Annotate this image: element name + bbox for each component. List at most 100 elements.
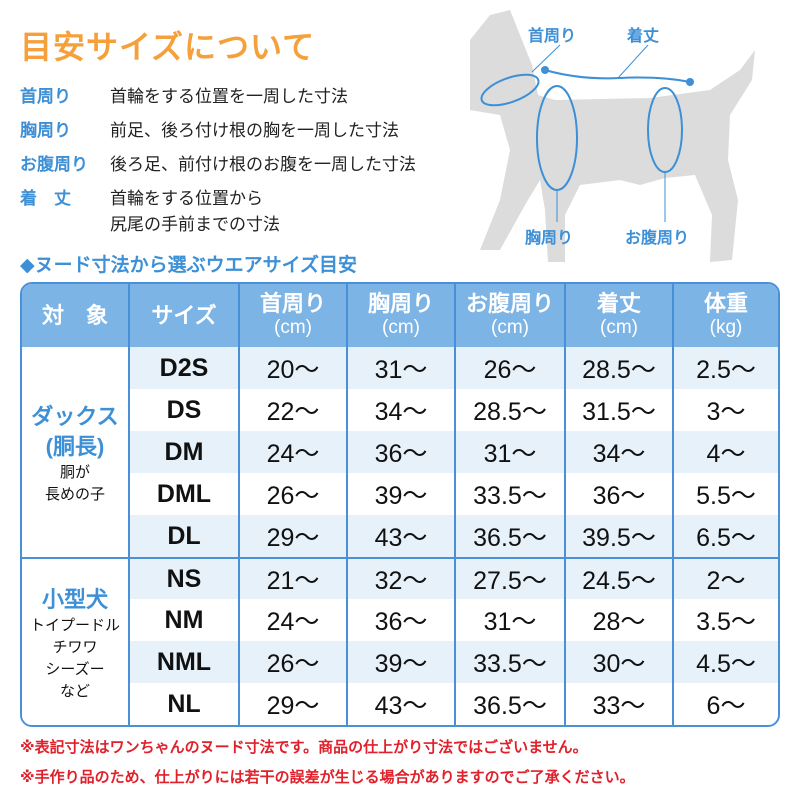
value-cell: 31〜 <box>348 347 456 389</box>
header-cell: 対 象 <box>22 284 130 347</box>
note-1: ※表記寸法はワンちゃんのヌード寸法です。商品の仕上がり寸法ではございません。 <box>20 738 588 756</box>
label-belly: お腹周り <box>625 228 690 247</box>
value-cell: 2.5〜 <box>674 347 778 389</box>
table-row: DS 22〜 34〜 28.5〜 31.5〜 3〜 <box>22 389 778 431</box>
header-unit: (cm) <box>382 316 420 338</box>
header-label: お腹周り <box>465 290 554 316</box>
value-cell: 39.5〜 <box>566 515 674 557</box>
size-cell: NS <box>130 557 240 599</box>
value-cell: 39〜 <box>348 473 456 515</box>
definition-chest: 胸周り 前足、後ろ付け根の胸を一周した寸法 <box>20 114 416 148</box>
group-desc3: シーズー <box>45 661 105 678</box>
header-cell: サイズ <box>130 284 240 347</box>
desc: 首輪をする位置を一周した寸法 <box>110 87 348 107</box>
group-desc: トイプードル <box>29 617 120 634</box>
value-cell: 24〜 <box>240 431 348 473</box>
value-cell: 31〜 <box>456 431 566 473</box>
definitions: 首周り 首輪をする位置を一周した寸法 胸周り 前足、後ろ付け根の胸を一周した寸法 お… <box>20 80 416 242</box>
group-desc2: チワワ <box>52 639 98 656</box>
value-cell: 36〜 <box>566 473 674 515</box>
value-cell: 28.5〜 <box>456 389 566 431</box>
header-cell: お腹周り (cm) <box>456 284 566 347</box>
value-cell: 6.5〜 <box>674 515 778 557</box>
value-cell: 33.5〜 <box>456 641 566 683</box>
definition-belly: お腹周り 後ろ足、前付け根のお腹を一周した寸法 <box>20 148 416 182</box>
value-cell: 21〜 <box>240 557 348 599</box>
value-cell: 5.5〜 <box>696 482 756 510</box>
table-row: DL 29〜 43〜 36.5〜 39.5〜 6.5〜 <box>22 515 778 557</box>
value-cell: 6〜 <box>706 692 746 720</box>
size-cell: DL <box>130 515 240 557</box>
size-cell: DML <box>130 473 240 515</box>
section-subtitle: ◆ヌード寸法から選ぶウエアサイズ目安 <box>20 254 358 276</box>
label-neck: 首周り <box>528 26 577 45</box>
size-cell: NM <box>130 599 240 641</box>
header-unit: (cm) <box>491 316 529 338</box>
value-cell: 26〜 <box>240 641 348 683</box>
value-cell: 28.5〜 <box>566 347 674 389</box>
group-cell: ダックス (胴長) 胴が 長めの子 <box>22 347 130 557</box>
size-table: 対 象サイズ 首周り (cm) 胸周り (cm) お腹周り (cm) 着丈 (cm) 体重 (kg)… <box>20 282 780 727</box>
value-cell: 29〜 <box>240 683 348 725</box>
value-cell: 31〜 <box>456 599 566 641</box>
value-cell: 34〜 <box>566 431 674 473</box>
header-unit: (kg) <box>709 316 743 338</box>
value-cell: 22〜 <box>240 389 348 431</box>
term: 胸周り <box>20 121 71 141</box>
header-label: 体重 <box>703 290 748 316</box>
value-cell: 24〜 <box>240 599 348 641</box>
value-cell: 34〜 <box>348 389 456 431</box>
size-cell: NML <box>130 641 240 683</box>
size-cell: DM <box>130 431 240 473</box>
value-cell: 3〜 <box>706 398 746 426</box>
value-cell: 31.5〜 <box>566 389 674 431</box>
header-label: サイズ <box>151 302 217 328</box>
value-cell: 30〜 <box>566 641 674 683</box>
value-cell: 36.5〜 <box>456 515 566 557</box>
dog-diagram: 首周り 着丈 胸周り お腹周り <box>470 0 800 280</box>
desc: 首輪をする位置から <box>110 189 263 209</box>
size-cell: D2S <box>130 347 240 389</box>
group-desc4: など <box>59 683 90 700</box>
definition-neck: 首周り 首輪をする位置を一周した寸法 <box>20 80 416 114</box>
header-cell: 体重 (kg) <box>674 284 778 347</box>
group-cell: 小型犬トイプードル チワワシーズーなど <box>22 557 130 725</box>
header-unit: (cm) <box>274 316 312 338</box>
value-cell: 24.5〜 <box>566 557 674 599</box>
term: お腹周り <box>20 155 88 175</box>
value-cell: 2〜 <box>674 557 778 599</box>
table-row: ダックス (胴長) 胴が 長めの子 D2S 20〜 31〜 26〜 28.5〜 2.5〜 <box>22 347 778 557</box>
desc: 前足、後ろ付け根の胸を一周した寸法 <box>110 121 399 141</box>
header-unit: (cm) <box>600 316 638 338</box>
value-cell: 4.5〜 <box>674 641 778 683</box>
value-cell: 39〜 <box>348 641 456 683</box>
page-title: 目安サイズについて <box>20 28 316 66</box>
dog-silhouette-icon <box>470 10 755 262</box>
header-label: 対 象 <box>41 302 108 328</box>
group-name2: (胴長) <box>45 434 105 459</box>
term: 着 丈 <box>20 189 71 209</box>
value-cell: 32〜 <box>348 557 456 599</box>
value-cell: 4〜 <box>674 431 778 473</box>
value-cell: 3.5〜 <box>696 608 756 636</box>
label-chest: 胸周り <box>525 228 574 247</box>
note-2: ※手作り品のため、仕上がりには若干の誤差が生じる場合がありますのでご了承ください… <box>20 768 635 786</box>
header-cell: 胸周り (cm) <box>348 284 456 347</box>
value-cell: 29〜 <box>240 515 348 557</box>
value-cell: 26〜 <box>240 473 348 515</box>
header-label: 胸周り <box>367 290 434 316</box>
table-row: DM 24〜 36〜 31〜 34〜 4〜 <box>22 431 778 473</box>
table-row: 小型犬 トイプードル チワワ シーズー など NS 21〜 32〜 27.5〜 24.5〜 2〜 <box>22 557 778 725</box>
desc2: 尻尾の手前までの寸法 <box>110 215 280 235</box>
value-cell: 43〜 <box>348 515 456 557</box>
table-row: NM 24〜 36〜 31〜 28〜 3.5〜 <box>22 599 778 641</box>
size-cell: DS <box>130 389 240 431</box>
size-cell: NL <box>130 683 240 725</box>
term: 首周り <box>20 87 71 107</box>
group-name: 小型犬 <box>41 587 108 612</box>
value-cell: 27.5〜 <box>456 557 566 599</box>
value-cell: 26〜 <box>456 347 566 389</box>
value-cell: 36〜 <box>348 431 456 473</box>
header-label: 首周り <box>259 290 326 316</box>
header-cell: 着丈 (cm) <box>566 284 674 347</box>
